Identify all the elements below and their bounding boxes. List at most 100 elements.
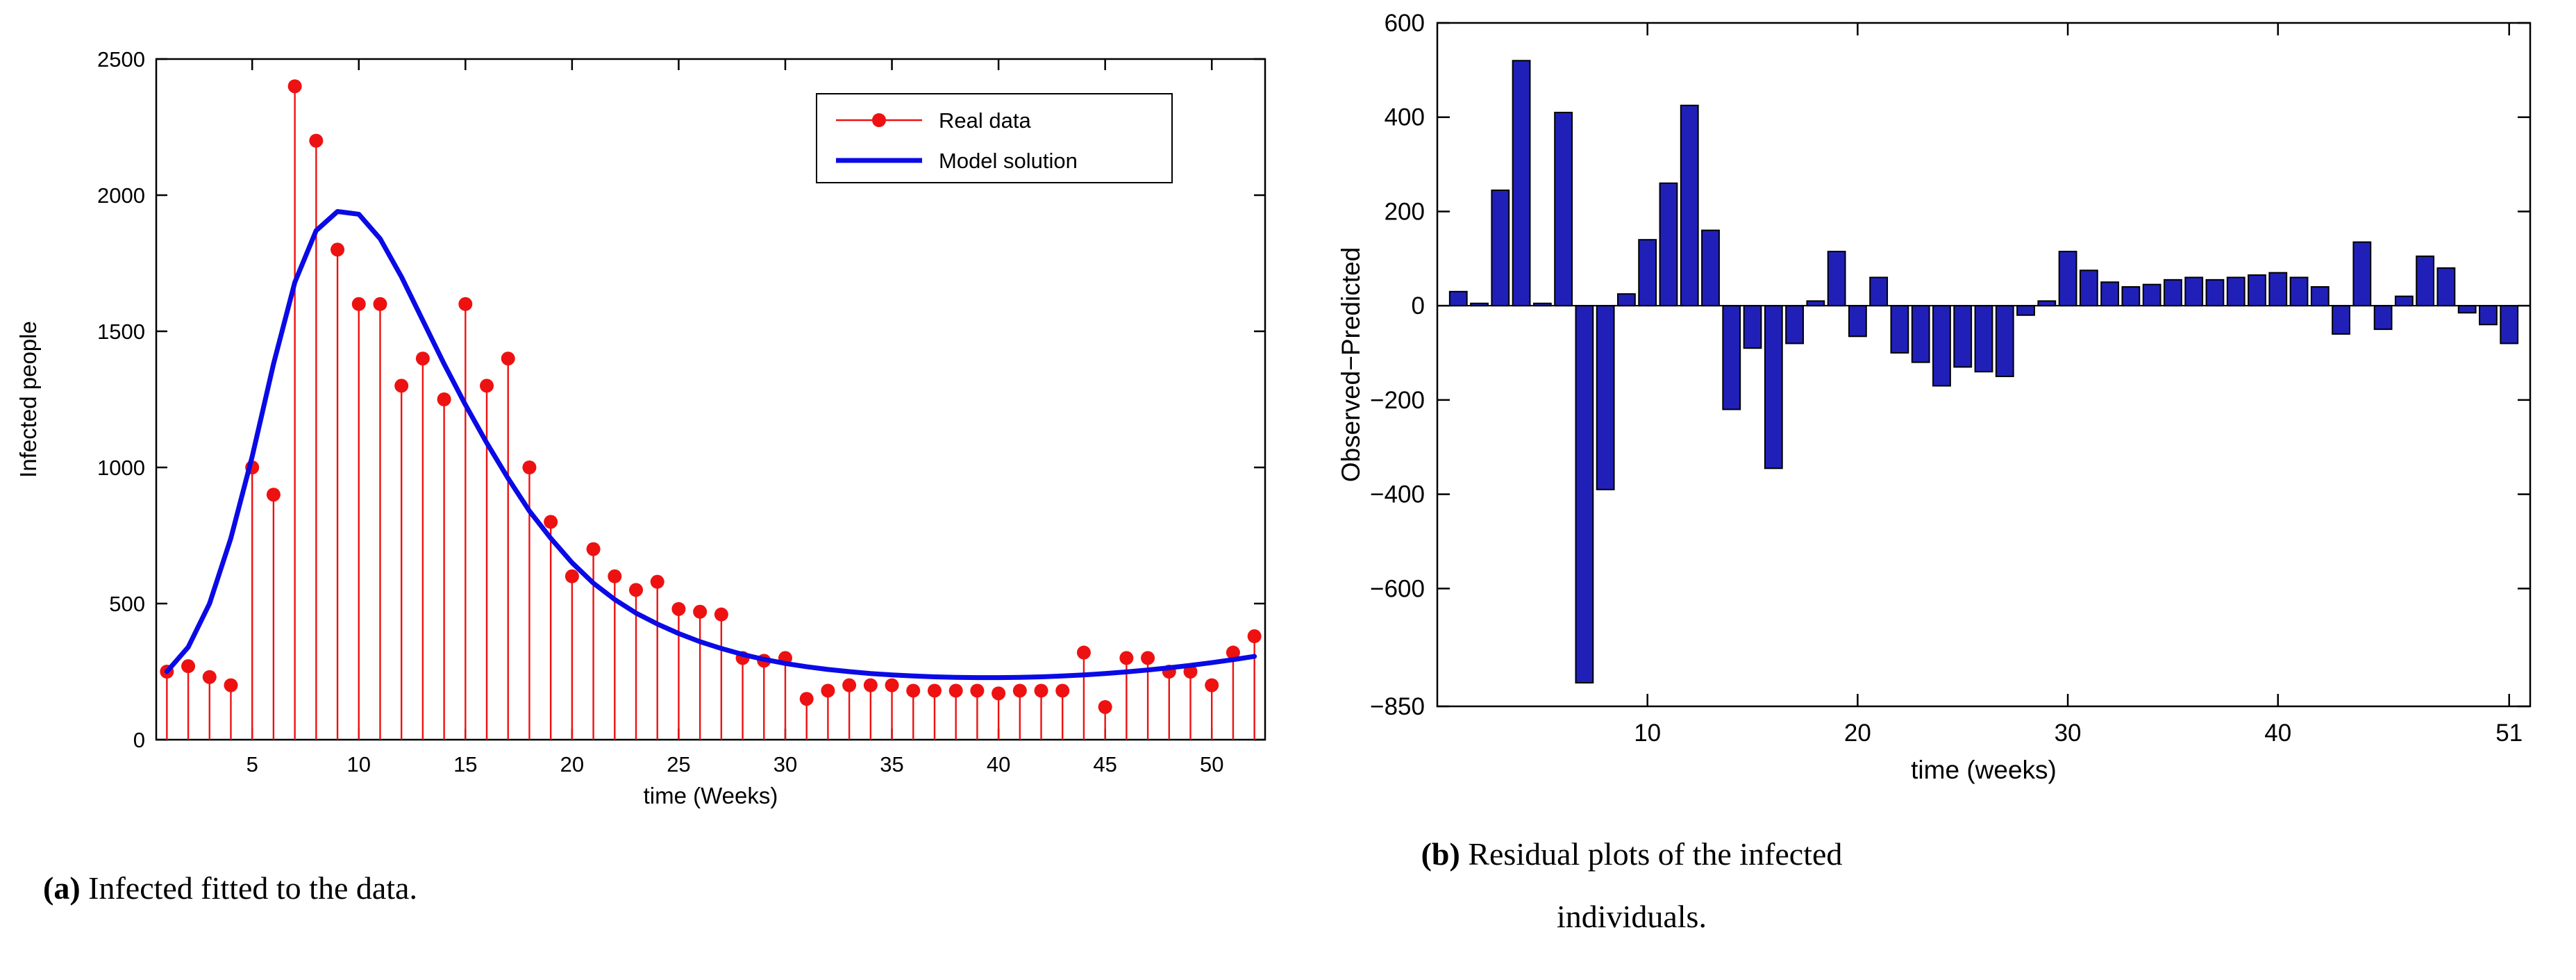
residual-bar	[1638, 239, 1657, 307]
plot-box-a	[155, 58, 1266, 741]
data-point-marker	[501, 351, 515, 366]
plot-box-b	[1436, 22, 2532, 708]
y-tick-label: −850	[1370, 693, 1425, 720]
residual-bar	[2268, 272, 2288, 307]
data-point-marker	[458, 297, 473, 311]
x-tick-label: 30	[773, 752, 797, 776]
residual-bar	[1890, 305, 1909, 354]
legend-a: Real data Model solution	[816, 93, 1173, 183]
residual-bar	[1659, 182, 1678, 307]
data-point-marker	[1098, 699, 1112, 714]
residual-bar	[1512, 60, 1531, 307]
x-tick-label: 40	[987, 752, 1010, 776]
residual-bar	[2373, 305, 2393, 331]
data-point-marker	[1205, 678, 1219, 692]
residual-bar	[1701, 229, 1720, 307]
x-tick-label: 45	[1093, 752, 1116, 776]
y-tick-label: 600	[1385, 10, 1425, 37]
residual-bar	[1617, 293, 1636, 307]
y-tick-label: −200	[1370, 387, 1425, 414]
x-tick-label: 35	[880, 752, 903, 776]
x-tick-label: 50	[1200, 752, 1223, 776]
residual-bar	[1785, 305, 1804, 344]
residual-bar	[2352, 241, 2372, 307]
x-tick-label: 40	[2264, 720, 2291, 747]
data-point-marker	[608, 569, 622, 583]
residual-bar	[1974, 305, 1993, 373]
caption-b: (b) Residual plots of the infected indiv…	[1291, 823, 1972, 947]
residual-bar	[1680, 104, 1699, 307]
y-axis-label-b: Observed−Predicted	[1337, 247, 1365, 482]
residual-bar	[2058, 251, 2077, 307]
x-tick-label: 20	[1844, 720, 1871, 747]
data-point-marker	[437, 392, 451, 406]
x-tick-label: 30	[2055, 720, 2082, 747]
y-tick-label: 200	[1385, 198, 1425, 225]
x-tick-label: 51	[2495, 720, 2523, 747]
residuals-bar-chart: 10 20 30 40 51 600 400 200 0 −200 −400 −600 −850 time…	[1337, 10, 2532, 784]
residual-bar	[2457, 305, 2477, 314]
data-point-marker	[1076, 645, 1091, 660]
data-point-marker	[564, 569, 579, 583]
data-point-marker	[287, 79, 302, 94]
x-tick-label: 10	[347, 752, 371, 776]
caption-a-label: (a)	[43, 870, 81, 906]
data-point-marker	[906, 683, 921, 698]
residual-bar	[2416, 255, 2435, 307]
residual-bar	[1596, 305, 1615, 490]
residual-bar	[1764, 305, 1783, 470]
data-point-marker	[202, 670, 217, 684]
residual-bar	[1869, 276, 1889, 307]
residual-bar	[2332, 305, 2350, 335]
residual-bar	[1911, 305, 1930, 363]
residual-bar	[1953, 305, 1973, 368]
data-point-marker	[181, 659, 196, 674]
y-tick-label: 1500	[97, 319, 145, 344]
residual-bar	[1806, 300, 1825, 307]
y-tick-label: 0	[133, 728, 145, 752]
residual-bar	[2037, 300, 2057, 307]
data-point-marker	[1119, 651, 1134, 665]
residual-bar	[2500, 305, 2519, 344]
data-point-marker	[1012, 683, 1027, 698]
y-tick-label: −600	[1370, 575, 1425, 602]
data-point-marker	[309, 133, 324, 148]
x-tick-label: 20	[560, 752, 584, 776]
data-point-marker	[351, 297, 366, 311]
x-tick-label: 5	[246, 752, 258, 776]
residual-bar	[2016, 305, 2035, 316]
data-point-marker	[266, 488, 281, 502]
x-tick-label: 10	[1634, 720, 1661, 747]
residual-bar	[2079, 269, 2098, 307]
data-point-marker	[480, 379, 494, 393]
data-point-marker	[544, 515, 558, 529]
infected-fit-stem-plot: 5 10 15 20 25 30 35 40 45 5005001000150020002500t…	[15, 47, 1266, 808]
residual-bar	[2310, 286, 2330, 307]
caption-b-label: (b)	[1421, 836, 1460, 872]
data-point-marker	[224, 678, 238, 692]
data-point-marker	[650, 574, 664, 589]
data-point-marker	[331, 242, 345, 257]
data-point-marker	[863, 678, 878, 692]
residual-bar	[2436, 267, 2456, 307]
residual-bar	[1932, 305, 1951, 387]
y-tick-label: 400	[1385, 104, 1425, 131]
data-point-marker	[671, 601, 686, 616]
data-point-marker	[415, 351, 430, 366]
legend-label-model-solution: Model solution	[939, 149, 1078, 173]
data-point-marker	[970, 683, 985, 698]
caption-b-line2: individuals.	[1557, 898, 1707, 934]
caption-b-line1: (b) Residual plots of the infected	[1291, 823, 1972, 886]
residual-bar	[1827, 251, 1846, 307]
x-axis-label-a: time (Weeks)	[644, 783, 778, 808]
data-point-marker	[693, 604, 708, 619]
residual-bar	[2248, 274, 2266, 307]
residual-bar	[2100, 281, 2120, 307]
data-point-marker	[885, 678, 899, 692]
axes-b: 10 20 30 40 51 600 400 200 0 −200 −400 −600 −850	[1370, 10, 2532, 747]
residual-bar	[2289, 276, 2309, 307]
residual-bar	[2164, 279, 2182, 307]
residual-bar	[2142, 283, 2161, 307]
residual-bar	[1743, 305, 1762, 349]
